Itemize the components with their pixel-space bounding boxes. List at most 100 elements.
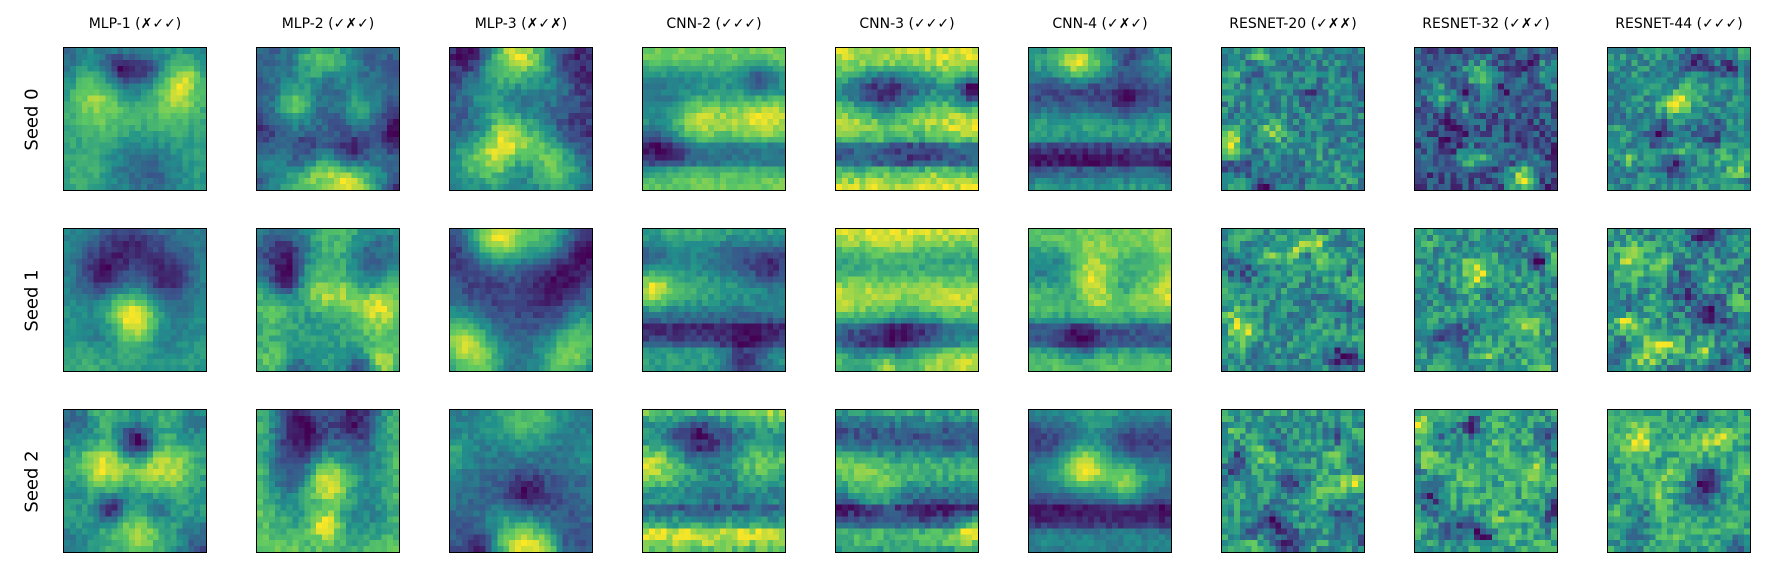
heatmap-cell <box>966 113 973 120</box>
heatmap-cell <box>310 119 317 126</box>
heatmap-cell <box>135 172 142 179</box>
heatmap-cell <box>387 166 394 173</box>
heatmap-cell <box>363 166 370 173</box>
heatmap-cell <box>393 148 399 155</box>
heatmap-cell <box>1358 148 1364 155</box>
heatmap-cell <box>1744 101 1750 108</box>
heatmap-cell <box>381 71 388 78</box>
heatmap-cell <box>877 65 884 72</box>
heatmap-cell <box>170 160 177 167</box>
heatmap-cell <box>1233 71 1240 78</box>
heatmap-cell <box>773 184 780 190</box>
heatmap-cell <box>948 136 955 143</box>
heatmap-cell <box>1702 71 1709 78</box>
heatmap-cell <box>182 124 189 131</box>
heatmap-cell <box>140 154 147 161</box>
heatmap-cell <box>871 101 878 108</box>
heatmap-cell <box>200 154 206 161</box>
heatmap-cell <box>773 71 780 78</box>
heatmap-cell <box>749 71 756 78</box>
heatmap-cell <box>467 160 474 167</box>
heatmap-cell <box>1293 154 1300 161</box>
heatmap-cell <box>1503 130 1510 137</box>
heatmap-cell <box>1251 89 1258 96</box>
heatmap-cell <box>1497 124 1504 131</box>
heatmap-cell <box>1141 113 1148 120</box>
heatmap-cell <box>322 184 329 190</box>
heatmap-cell <box>871 172 878 179</box>
heatmap-cell <box>455 59 462 66</box>
heatmap-cell <box>123 65 130 72</box>
heatmap-cell <box>1462 95 1469 102</box>
heatmap-cell <box>1744 53 1750 60</box>
heatmap-cell <box>779 95 785 102</box>
heatmap-cell <box>702 107 709 114</box>
heatmap-cell <box>1287 77 1294 84</box>
heatmap-cell <box>895 95 902 102</box>
heatmap-cell <box>954 142 961 149</box>
heatmap-cell <box>375 65 382 72</box>
heatmap-cell <box>1322 83 1329 90</box>
heatmap-cell <box>105 77 112 84</box>
heatmap-cell <box>292 83 299 90</box>
heatmap-cell <box>1153 124 1160 131</box>
heatmap-cell <box>1334 71 1341 78</box>
heatmap-cell <box>1714 71 1721 78</box>
heatmap-cell <box>1064 130 1071 137</box>
heatmap-cell <box>1281 59 1288 66</box>
heatmap-cell <box>1480 107 1487 114</box>
heatmap-cell <box>1165 77 1171 84</box>
heatmap-cell <box>1141 148 1148 155</box>
heatmap-cell <box>737 154 744 161</box>
heatmap-cell <box>69 142 76 149</box>
heatmap-cell <box>1153 148 1160 155</box>
row-label: Seed 0 <box>12 39 52 199</box>
heatmap-cell <box>1619 130 1626 137</box>
heatmap-cell <box>1222 142 1229 149</box>
heatmap-cell <box>1281 113 1288 120</box>
heatmap-cell <box>1486 77 1493 84</box>
heatmap-cell <box>666 160 673 167</box>
heatmap-cell <box>942 107 949 114</box>
heatmap-cell <box>948 130 955 137</box>
heatmap-cell <box>369 77 376 84</box>
heatmap-cell <box>1334 142 1341 149</box>
heatmap-cell <box>182 89 189 96</box>
heatmap-cell <box>1310 160 1317 167</box>
heatmap-cell <box>286 59 293 66</box>
heatmap-cell <box>87 89 94 96</box>
heatmap-cell <box>381 77 388 84</box>
heatmap-cell <box>521 77 528 84</box>
heatmap-cell <box>1673 53 1680 60</box>
heatmap-cell <box>1545 172 1552 179</box>
heatmap-cell <box>960 178 967 185</box>
heatmap-cell <box>450 166 457 173</box>
heatmap-cell <box>1287 89 1294 96</box>
heatmap-cell <box>1509 130 1516 137</box>
heatmap-cell <box>1551 142 1557 149</box>
heatmap-cell <box>286 53 293 60</box>
heatmap-cell <box>1667 101 1674 108</box>
heatmap-cell <box>1545 83 1552 90</box>
heatmap-cell <box>544 124 551 131</box>
heatmap-cell <box>310 59 317 66</box>
heatmap-cell <box>455 95 462 102</box>
heatmap-cell <box>1100 166 1107 173</box>
heatmap-cell <box>1322 101 1329 108</box>
heatmap-cell <box>1631 59 1638 66</box>
heatmap-cell <box>1298 89 1305 96</box>
heatmap-cell <box>1714 77 1721 84</box>
heatmap-cell <box>194 130 201 137</box>
heatmap-cell <box>1293 113 1300 120</box>
heatmap-cell <box>1340 136 1347 143</box>
heatmap-cell <box>954 65 961 72</box>
heatmap-cell <box>129 184 136 190</box>
heatmap-cell <box>1673 83 1680 90</box>
heatmap-cell <box>1222 113 1229 120</box>
heatmap-cell <box>93 172 100 179</box>
heatmap-cell <box>375 172 382 179</box>
heatmap-cell <box>170 184 177 190</box>
heatmap-cell <box>1462 101 1469 108</box>
heatmap-cell <box>865 95 872 102</box>
heatmap-cell <box>1245 142 1252 149</box>
